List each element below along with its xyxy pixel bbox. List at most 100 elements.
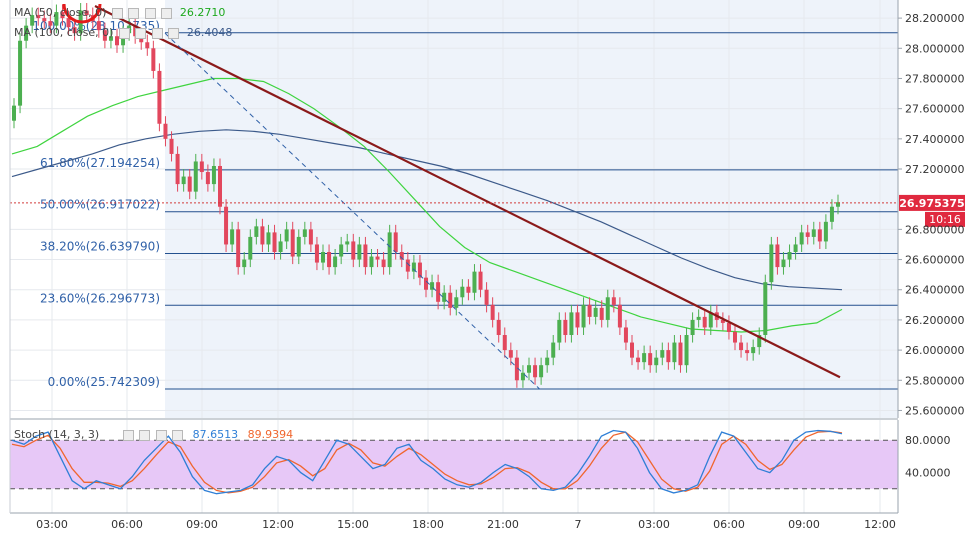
grid-lines <box>10 0 898 513</box>
candle <box>254 218 259 245</box>
candle-body <box>448 292 453 308</box>
candle-body <box>672 342 677 363</box>
candle-body <box>636 357 641 363</box>
candle <box>169 131 174 162</box>
candle <box>745 342 750 361</box>
fib-label: 50.00%(26.917022) <box>40 198 160 212</box>
candle-body <box>314 244 319 263</box>
candle-body <box>260 226 265 245</box>
candle-body <box>187 176 192 192</box>
candle <box>333 248 338 275</box>
y-tick-label: 26.800000 <box>905 223 965 236</box>
candle <box>72 19 77 41</box>
candle <box>102 22 107 49</box>
candle-body <box>236 229 241 268</box>
candle-body <box>605 297 610 320</box>
x-tick-label: 7 <box>575 518 582 531</box>
ma100-settings-button[interactable] <box>135 27 147 39</box>
stoch-add-button[interactable] <box>155 429 167 441</box>
candle-body <box>527 365 531 373</box>
candle-body <box>145 42 150 49</box>
ma100-close-button[interactable] <box>168 27 180 39</box>
candle <box>514 350 519 388</box>
candle <box>175 146 180 192</box>
downtrend-line <box>94 5 841 379</box>
candle <box>672 335 677 370</box>
ma100-legend: MA (100, close, 0) 26.4048 <box>14 26 232 39</box>
ma50-settings-button[interactable] <box>128 7 140 19</box>
candle <box>460 279 465 305</box>
candle-body <box>405 259 410 272</box>
candle-body <box>163 123 168 139</box>
candle <box>617 297 622 336</box>
candle-body <box>702 316 707 328</box>
ma50-eye-button[interactable] <box>111 7 123 19</box>
candle-body <box>836 202 840 207</box>
last-price-label: 26.975375 <box>899 197 964 210</box>
candle-body <box>623 327 628 343</box>
ma100-add-button[interactable] <box>151 27 163 39</box>
candle-body <box>393 232 398 253</box>
candle <box>708 304 713 336</box>
stoch-close-button[interactable] <box>172 429 184 441</box>
candle-body <box>733 331 737 343</box>
candle <box>793 236 798 260</box>
candle-body <box>466 286 471 293</box>
candle <box>115 28 119 53</box>
candle-body <box>599 307 604 320</box>
candle <box>623 319 628 351</box>
candle-body <box>496 319 501 336</box>
candle <box>133 18 138 44</box>
candle-body <box>54 12 59 26</box>
candle <box>424 270 428 298</box>
candle-body <box>133 25 138 37</box>
candle-body <box>502 335 507 351</box>
countdown-label: 10:16 <box>929 213 961 226</box>
candle-body <box>157 70 162 124</box>
candle <box>720 312 725 331</box>
candle-body <box>60 12 65 19</box>
candle <box>151 40 156 79</box>
candle <box>24 18 29 49</box>
candle <box>678 335 683 373</box>
candle <box>260 218 265 253</box>
candle <box>351 233 356 268</box>
candle <box>327 244 332 275</box>
ma100-eye-button[interactable] <box>118 27 130 39</box>
candle <box>696 309 701 328</box>
candle <box>472 264 477 301</box>
candle <box>218 158 222 215</box>
candle <box>30 7 35 34</box>
ma50-close-button[interactable] <box>161 7 173 19</box>
candle-body <box>363 244 368 268</box>
y-tick-label: 26.000000 <box>905 344 965 357</box>
candle-body <box>436 282 441 302</box>
stoch-settings-button[interactable] <box>139 429 151 441</box>
candle-body <box>520 372 525 381</box>
candle <box>757 327 762 355</box>
candle <box>478 264 483 298</box>
candle-body <box>660 350 665 358</box>
candle <box>242 252 247 275</box>
candle-body <box>642 353 647 363</box>
stoch-y-tick-label: 80.0000 <box>905 434 951 447</box>
candle <box>417 255 422 286</box>
candle <box>484 282 489 313</box>
candle-body <box>563 319 568 336</box>
candle <box>490 297 495 328</box>
candle <box>211 158 216 192</box>
candle-body <box>30 15 35 26</box>
candle <box>236 221 241 275</box>
ma50-add-button[interactable] <box>144 7 156 19</box>
stoch-eye-button[interactable] <box>122 429 134 441</box>
candle-body <box>169 138 174 154</box>
candle-body <box>654 357 659 366</box>
candle-body <box>181 176 186 185</box>
candle-body <box>478 271 483 290</box>
candle <box>557 312 562 351</box>
candle-body <box>102 30 107 41</box>
candle <box>308 221 313 253</box>
candle <box>48 13 53 34</box>
candle-body <box>442 292 447 302</box>
